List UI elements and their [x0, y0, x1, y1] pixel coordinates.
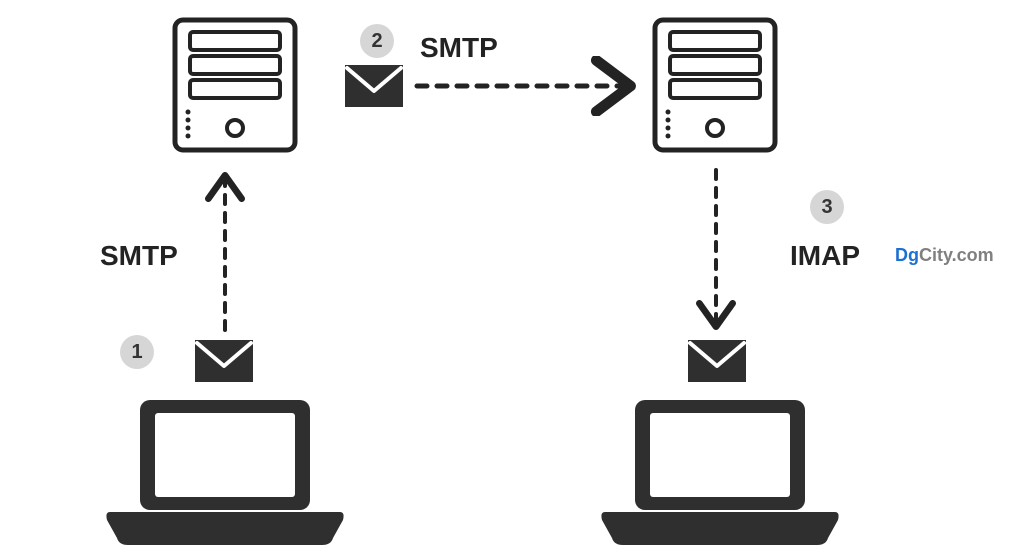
watermark-part-a: Dg [895, 245, 919, 265]
diagram-svg [0, 0, 1024, 557]
watermark-part-b: City.com [919, 245, 994, 265]
email-protocol-diagram: SMTP SMTP IMAP 1 2 3 DgCity.com [0, 0, 1024, 557]
envelope-step3-icon [688, 340, 746, 382]
laptop-right-icon [601, 400, 838, 545]
badge-step1: 1 [120, 335, 154, 369]
badge-step3: 3 [810, 190, 844, 224]
envelope-step2-icon [345, 65, 403, 107]
envelope-step1-icon [195, 340, 253, 382]
watermark: DgCity.com [895, 245, 994, 266]
label-step2: SMTP [420, 32, 498, 64]
label-step3: IMAP [790, 240, 860, 272]
label-step1: SMTP [100, 240, 178, 272]
server-right-icon [655, 20, 775, 150]
badge-step2: 2 [360, 24, 394, 58]
laptop-left-icon [106, 400, 343, 545]
server-left-icon [175, 20, 295, 150]
